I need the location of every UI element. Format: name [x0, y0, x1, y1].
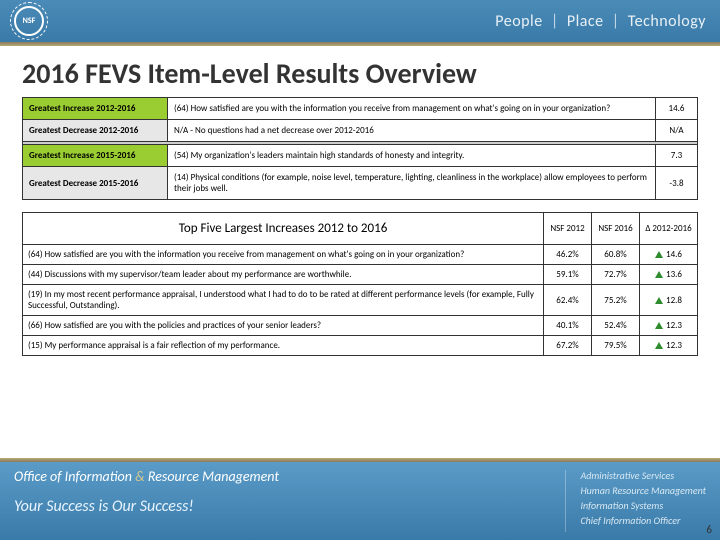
office-name: Office of Information & Resource Managem…	[14, 468, 551, 485]
summary-table: Greatest Increase 2012-2016 (64) How sat…	[22, 97, 698, 200]
table-row: (19) In my most recent performance appra…	[23, 285, 698, 316]
delta-value: 12.8	[666, 295, 682, 306]
arrow-up-icon	[655, 322, 663, 329]
row-value: 14.6	[656, 98, 698, 120]
table-row: Greatest Decrease 2015-2016 (14) Physica…	[23, 167, 698, 200]
value-cell: 59.1%	[544, 265, 592, 285]
question-cell: (19) In my most recent performance appra…	[23, 285, 544, 316]
row-label: Greatest Increase 2015-2016	[23, 145, 168, 167]
nsf-logo-icon: NSF	[14, 6, 44, 36]
table-header-row: Top Five Largest Increases 2012 to 2016 …	[23, 213, 698, 245]
value-cell: 46.2%	[544, 245, 592, 265]
table-row: Greatest Decrease 2012-2016 N/A - No que…	[23, 120, 698, 142]
detail-table: Top Five Largest Increases 2012 to 2016 …	[22, 212, 698, 356]
col-header: NSF 2012	[544, 213, 592, 245]
delta-cell: 13.6	[640, 265, 698, 285]
arrow-up-icon	[655, 271, 663, 278]
footer-right: Administrative Services Human Resource M…	[580, 468, 706, 534]
row-label: Greatest Increase 2012-2016	[23, 98, 168, 120]
question-cell: (66) How satisfied are you with the poli…	[23, 316, 544, 336]
footer-bar: Office of Information & Resource Managem…	[0, 462, 720, 540]
delta-cell: 12.3	[640, 316, 698, 336]
footer-line: Chief Information Officer	[580, 513, 706, 528]
footer-tagline: Your Success is Our Success!	[14, 497, 551, 516]
value-cell: 62.4%	[544, 285, 592, 316]
value-cell: 60.8%	[592, 245, 640, 265]
col-header: NSF 2016	[592, 213, 640, 245]
footer-left: Office of Information & Resource Managem…	[14, 468, 551, 534]
delta-cell: 14.6	[640, 245, 698, 265]
row-text: (64) How satisfied are you with the info…	[168, 98, 656, 120]
row-text: N/A - No questions had a net decrease ov…	[168, 120, 656, 142]
arrow-up-icon	[655, 297, 663, 304]
question-cell: (15) My performance appraisal is a fair …	[23, 336, 544, 356]
row-value: 7.3	[656, 145, 698, 167]
page-number: 6	[706, 523, 712, 536]
row-label: Greatest Decrease 2012-2016	[23, 120, 168, 142]
tagline-part: Place	[567, 12, 604, 31]
question-cell: (64) How satisfied are you with the info…	[23, 245, 544, 265]
delta-cell: 12.8	[640, 285, 698, 316]
footer-divider	[565, 470, 566, 532]
page-title: 2016 FEVS Item-Level Results Overview	[0, 46, 720, 97]
value-cell: 79.5%	[592, 336, 640, 356]
table-row: (64) How satisfied are you with the info…	[23, 245, 698, 265]
header-tagline: People | Place | Technology	[495, 12, 706, 31]
delta-value: 13.6	[666, 269, 682, 280]
table-row: (44) Discussions with my supervisor/team…	[23, 265, 698, 285]
row-text: (54) My organization's leaders maintain …	[168, 145, 656, 167]
separator-icon: |	[551, 12, 559, 31]
table-title: Top Five Largest Increases 2012 to 2016	[23, 213, 544, 245]
value-cell: 40.1%	[544, 316, 592, 336]
row-label: Greatest Decrease 2015-2016	[23, 167, 168, 200]
footer-line: Human Resource Management	[580, 483, 706, 498]
header-bar: NSF People | Place | Technology	[0, 0, 720, 42]
delta-value: 12.3	[666, 320, 682, 331]
row-value: N/A	[656, 120, 698, 142]
arrow-up-icon	[655, 342, 663, 349]
table-row: Greatest Increase 2015-2016 (54) My orga…	[23, 145, 698, 167]
value-cell: 72.7%	[592, 265, 640, 285]
table-row: Greatest Increase 2012-2016 (64) How sat…	[23, 98, 698, 120]
table-row: (66) How satisfied are you with the poli…	[23, 316, 698, 336]
delta-value: 14.6	[666, 249, 682, 260]
col-header: Δ 2012-2016	[640, 213, 698, 245]
value-cell: 52.4%	[592, 316, 640, 336]
footer-line: Information Systems	[580, 498, 706, 513]
office-post: Resource Management	[145, 468, 279, 485]
row-text: (14) Physical conditions (for example, n…	[168, 167, 656, 200]
office-pre: Office of Information	[14, 468, 135, 485]
delta-cell: 12.3	[640, 336, 698, 356]
value-cell: 75.2%	[592, 285, 640, 316]
tagline-part: People	[495, 12, 542, 31]
ampersand: &	[135, 468, 145, 485]
question-cell: (44) Discussions with my supervisor/team…	[23, 265, 544, 285]
row-value: -3.8	[656, 167, 698, 200]
value-cell: 67.2%	[544, 336, 592, 356]
arrow-up-icon	[655, 251, 663, 258]
delta-value: 12.3	[666, 340, 682, 351]
separator-icon: |	[612, 12, 620, 31]
table-row: (15) My performance appraisal is a fair …	[23, 336, 698, 356]
footer-line: Administrative Services	[580, 468, 706, 483]
tagline-part: Technology	[628, 12, 706, 31]
